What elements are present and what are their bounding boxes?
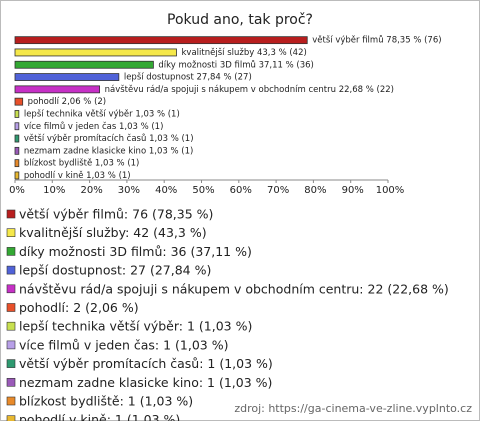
legend-label: pohodlí v kině: 1 (1,03 %) [19,412,180,421]
x-tick-label: 20% [80,185,102,196]
data-label: více filmů v jeden čas 1,03 % (1) [24,121,164,132]
legend-label: kvalitnější služby: 42 (43,3 %) [19,225,207,240]
data-label: pohodlí 2,06 % (2) [28,97,106,107]
bar [14,110,20,118]
bar [14,73,120,81]
x-tick-label: 60% [230,185,252,196]
x-tick-label: 80% [304,185,326,196]
legend-label: blízkost bydliště: 1 (1,03 %) [19,394,193,409]
legend-swatch [6,377,16,387]
x-tick-label: 70% [267,185,289,196]
data-label: větší výběr filmů 78,35 % (76) [312,35,441,46]
bar [14,48,177,57]
data-label: lepší technika větší výběr 1,03 % (1) [24,108,180,119]
bar [14,85,100,94]
legend-swatch [6,247,16,256]
legend-swatch [6,321,16,331]
legend-swatch [6,209,16,219]
legend-label: díky možnosti 3D filmů: 36 (37,11 %) [19,244,252,259]
data-label: návštěvu rád/a spojuji s nákupem v obcho… [105,84,394,95]
bar [14,171,20,180]
legend-swatch [6,284,16,294]
legend-label: pohodlí: 2 (2,06 %) [19,300,139,315]
x-tick-label: 10% [43,185,65,196]
legend-label: nezmam zadne klasicke kino: 1 (1,03 %) [19,375,272,390]
legend-swatch [6,340,16,350]
legend-swatch [6,228,16,237]
bar [14,146,20,155]
bar [14,97,24,106]
legend-label: větší výběr filmů: 76 (78,35 %) [19,207,213,222]
data-label: nezmam zadne klasicke kino 1,03 % (1) [24,146,193,156]
legend-swatch [6,415,16,421]
data-label: blízkost bydliště 1,03 % (1) [24,158,140,169]
x-tick-label: 100% [376,185,405,196]
legend-swatch [6,265,16,275]
data-label: pohodlí v kině 1,03 % (1) [24,171,131,181]
x-tick-label: 30% [118,185,140,196]
x-tick-label: 90% [342,185,364,196]
legend-label: návštěvu rád/a spojuji s nákupem v obcho… [19,281,449,296]
legend-swatch [6,396,16,406]
bar [14,134,20,143]
legend-label: větší výběr promítacích časů: 1 (1,03 %) [19,356,273,371]
bar [14,159,20,168]
source: zdroj: https://ga-cinema-ve-zline.vyplnt… [234,402,472,415]
data-label: díky možnosti 3D filmů 37,11 % (36) [158,59,313,70]
legend-label: více filmů v jeden čas: 1 (1,03 %) [19,337,228,352]
legend-swatch [6,359,16,368]
chart-title: Pokud ano, tak proč? [167,12,313,28]
bar [14,122,20,131]
legend-label: lepší dostupnost: 27 (27,84 %) [19,263,211,278]
data-label: lepší dostupnost 27,84 % (27) [124,72,252,83]
legend-swatch [6,303,16,312]
x-tick-label: 0% [9,185,25,196]
bar [14,60,154,69]
data-label: větší výběr promítacích časů 1,03 % (1) [24,133,194,144]
bar [14,36,308,45]
data-label: kvalitnější služby 43,3 % (42) [182,47,307,58]
x-tick-label: 40% [155,185,177,196]
x-tick-label: 50% [192,185,214,196]
legend-label: lepší technika větší výběr: 1 (1,03 %) [19,319,252,334]
